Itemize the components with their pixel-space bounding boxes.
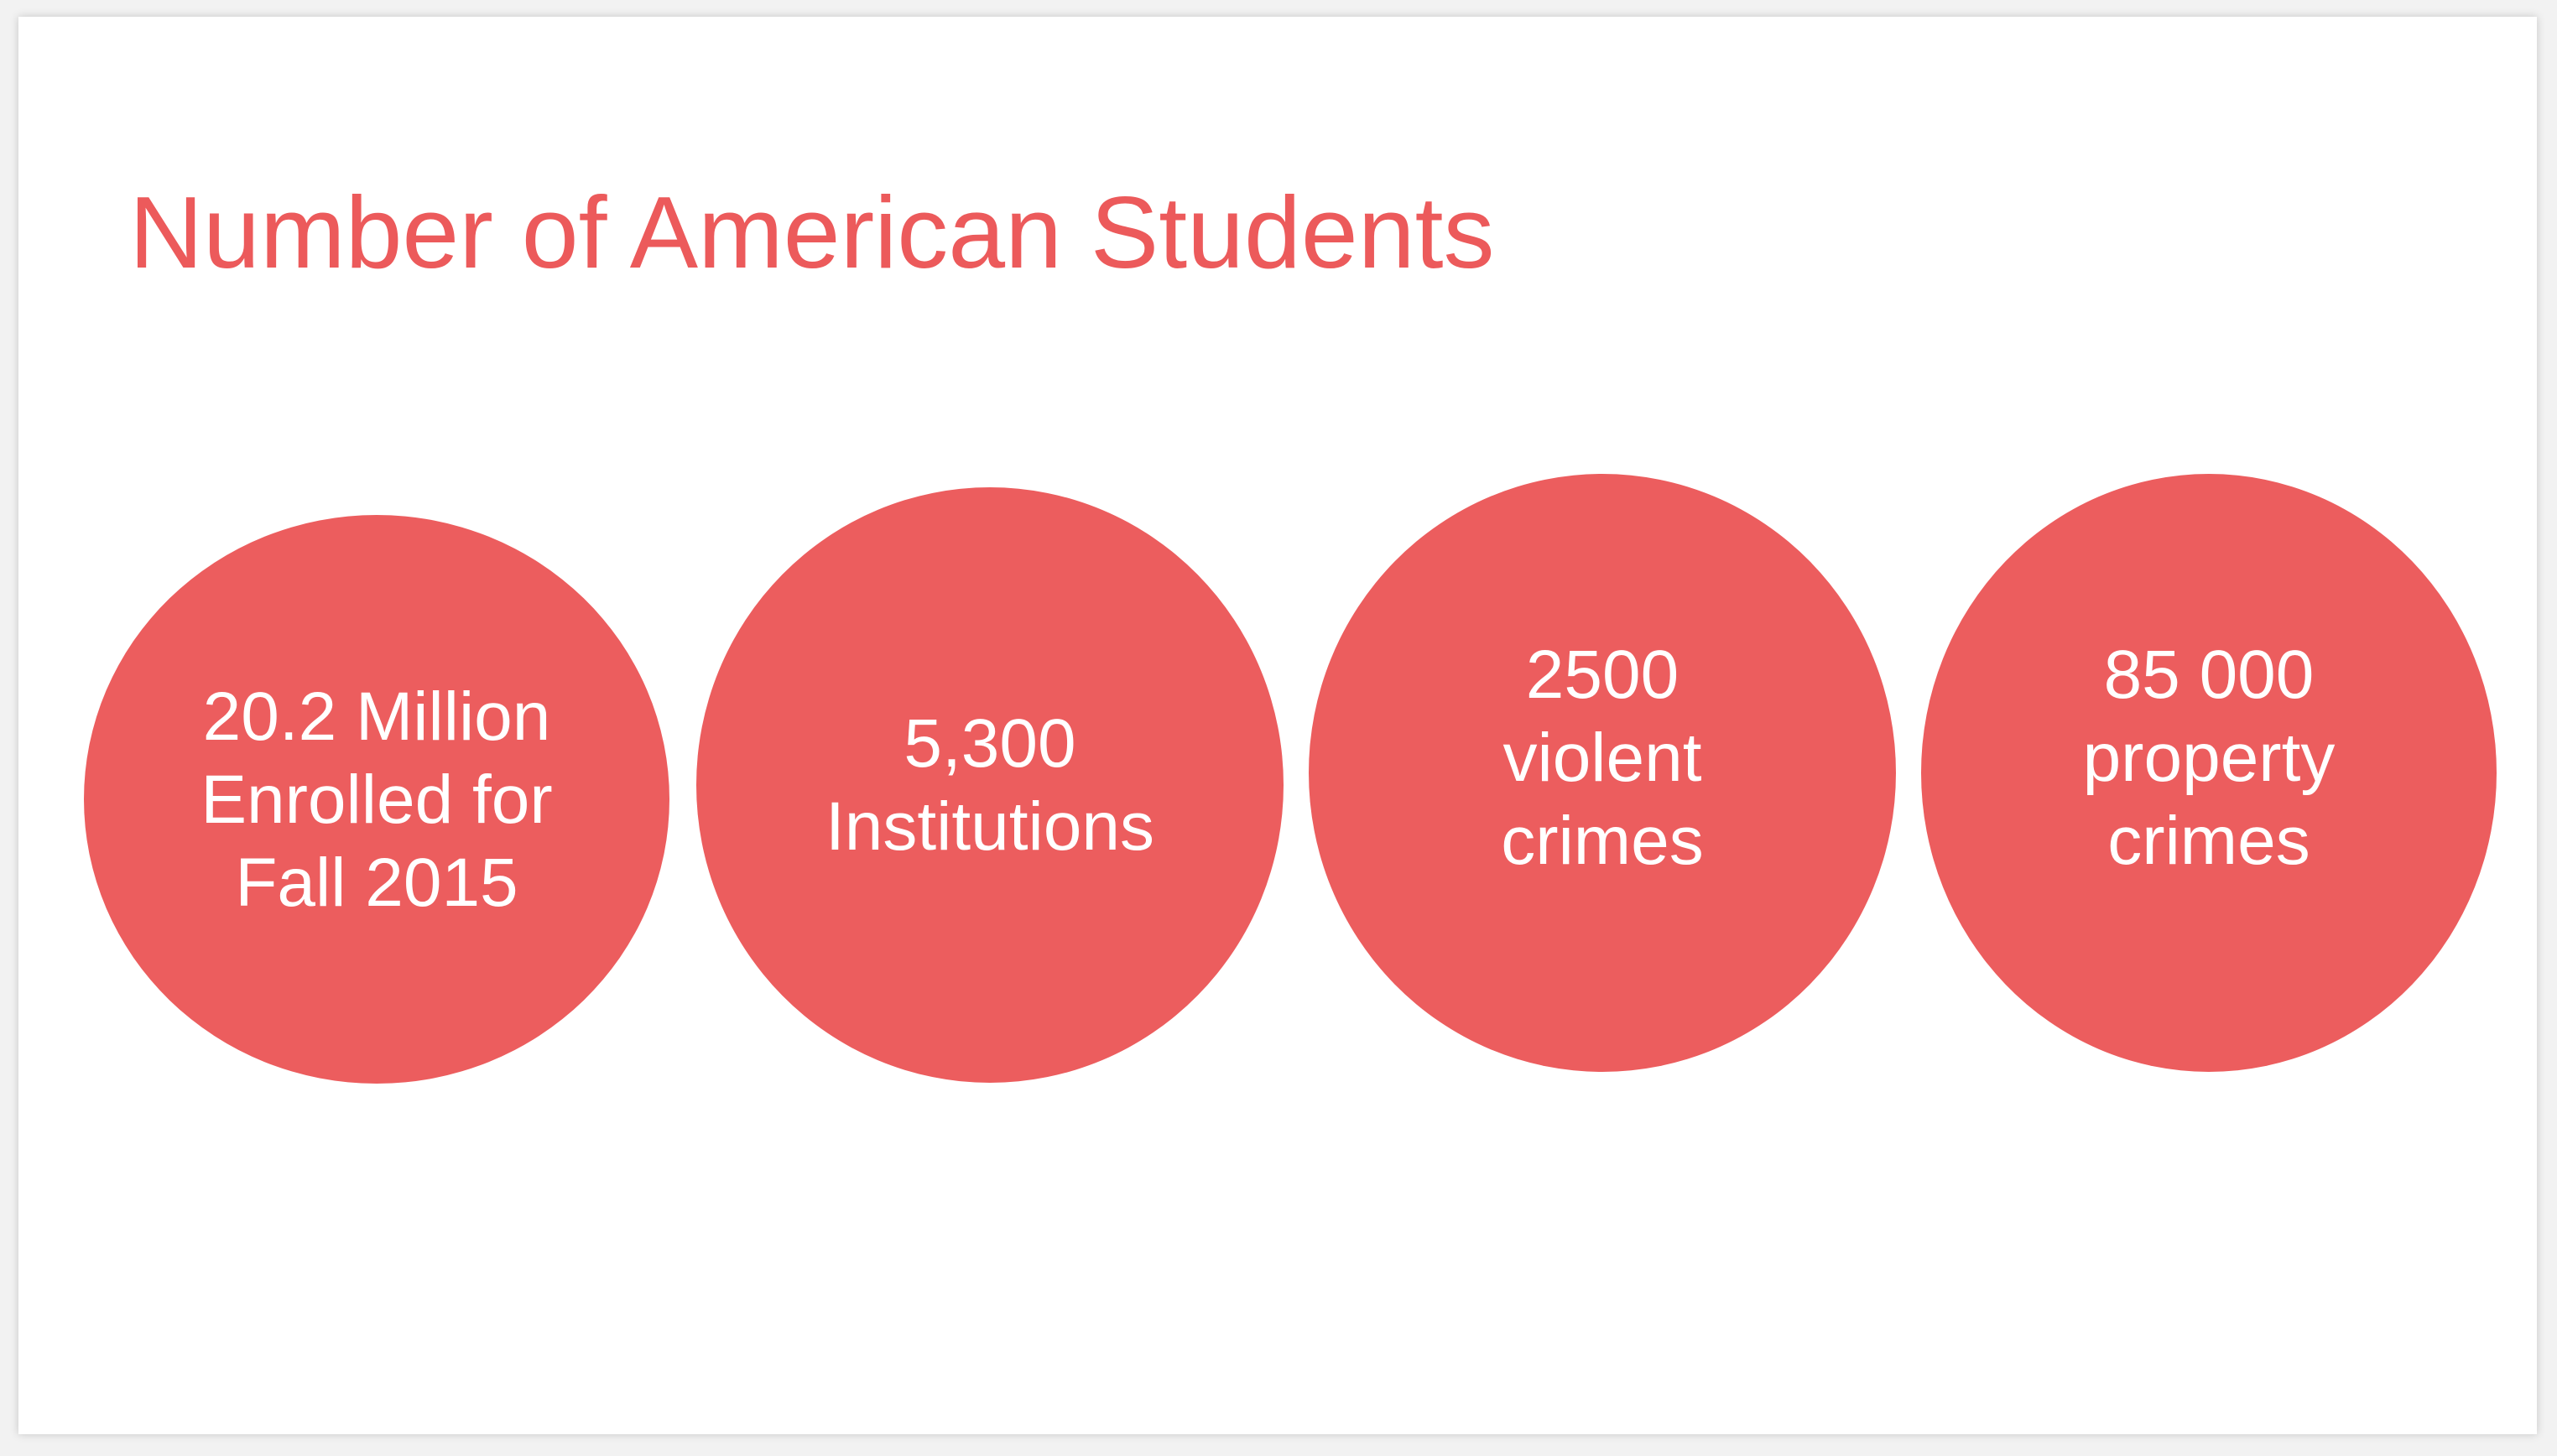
stat-line: crimes <box>2107 803 2310 879</box>
stat-line: Enrolled for <box>200 761 553 838</box>
stat-text: 2500 violent crimes <box>1501 633 1703 882</box>
slide: Number of American Students 20.2 Million… <box>18 17 2537 1434</box>
stat-line: Fall 2015 <box>235 844 518 921</box>
stat-line: 5,300 <box>904 705 1076 782</box>
stat-text: 5,300 Institutions <box>825 702 1154 868</box>
stat-text: 85 000 property crimes <box>2083 633 2336 882</box>
stat-line: 85 000 <box>2103 637 2315 713</box>
stat-line: Institutions <box>825 788 1154 865</box>
stat-line: property <box>2082 720 2336 796</box>
stat-line: violent <box>1502 720 1702 796</box>
stat-circle-violent-crimes: 2500 violent crimes <box>1309 474 1896 1072</box>
stat-text: 20.2 Million Enrolled for Fall 2015 <box>200 675 552 924</box>
slide-title: Number of American Students <box>129 175 1495 289</box>
stat-line: 2500 <box>1525 637 1679 713</box>
stat-line: crimes <box>1501 803 1704 879</box>
stat-line: 20.2 Million <box>202 678 551 755</box>
stat-circle-property-crimes: 85 000 property crimes <box>1921 474 2497 1072</box>
stat-circle-enrollment: 20.2 Million Enrolled for Fall 2015 <box>84 515 669 1084</box>
stat-circle-institutions: 5,300 Institutions <box>696 487 1284 1083</box>
